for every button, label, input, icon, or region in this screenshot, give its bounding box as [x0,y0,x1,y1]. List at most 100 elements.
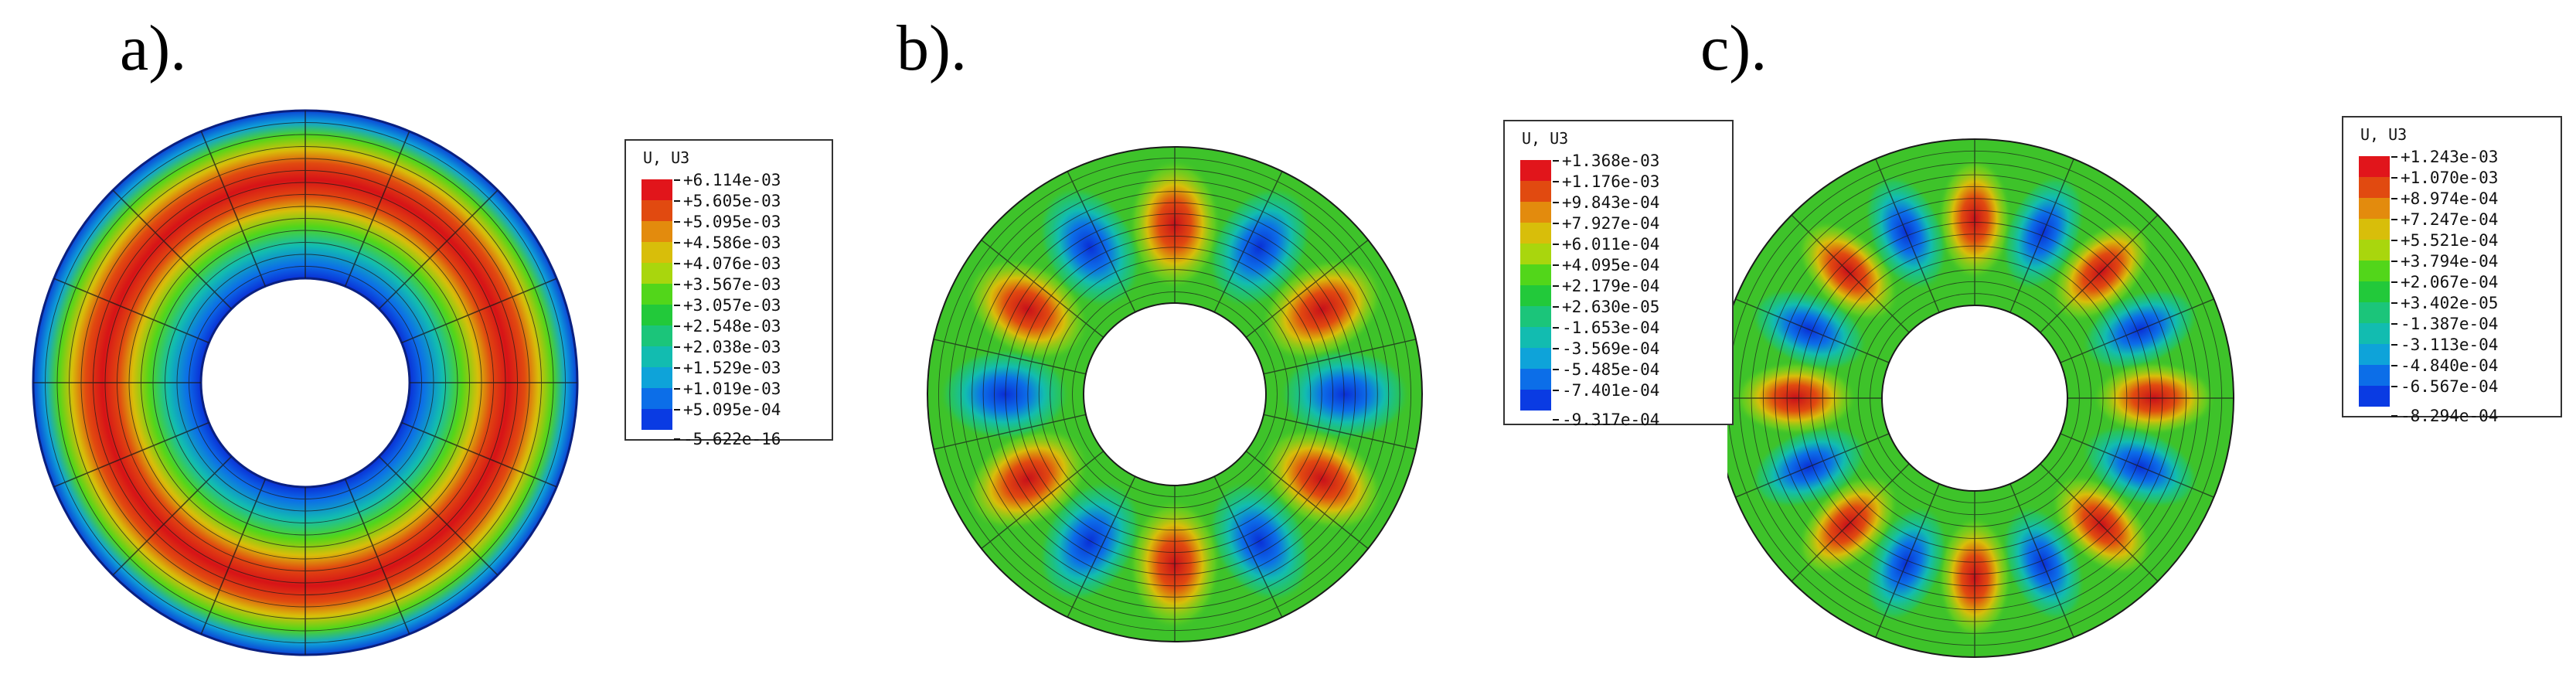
legend-value: +7.247e-04 [2401,210,2499,229]
legend-row: +2.038e-03 [641,338,781,367]
legend-title-b: U, U3 [1522,129,1569,148]
legend-row: +1.019e-03 [641,380,781,409]
legend-value: +5.605e-03 [683,191,781,210]
legend-value: -3.569e-04 [1562,339,1660,358]
legend-row: +3.794e-04 [2359,252,2498,281]
negative-displacement-lobe [939,348,1070,441]
legend-swatch [1520,223,1551,244]
legend-row: -4.840e-04 [2359,356,2498,386]
legend-row: +1.070e-03 [2359,169,2498,198]
panel-label-a: a). [120,12,187,84]
legend-swatch [2359,386,2390,407]
legend-swatch [641,305,672,325]
contour-plot-a [32,109,579,656]
negative-displacement-lobe [1207,480,1312,604]
legend-swatch [641,179,672,200]
negative-displacement-lobe [1037,480,1142,604]
legend-swatch [1520,285,1551,306]
legend-swatch [641,284,672,305]
legend-row: -3.569e-04 [1520,339,1659,369]
legend-swatch [641,242,672,263]
legend-row: +8.974e-04 [2359,189,2498,219]
legend-value: +8.974e-04 [2401,189,2499,208]
legend-swatch [2359,323,2390,344]
legend-swatch [641,388,672,409]
legend-swatch [1520,369,1551,390]
legend-swatch [641,409,672,430]
legend-swatch [2359,302,2390,323]
legend-value: +9.843e-04 [1562,192,1660,212]
legend-row: +6.114e-03 [641,171,781,200]
contour-plot-c [1700,138,2234,658]
negative-displacement-lobe [1279,348,1411,441]
legend-swatch [641,263,672,284]
positive-displacement-lobe [1261,427,1384,532]
positive-displacement-lobe [965,427,1089,532]
legend-title-a: U, U3 [643,148,690,167]
legend-row: +1.176e-03 [1520,172,1659,202]
legend-row: +1.243e-03 [2359,148,2498,177]
legend-value: -1.653e-04 [1562,318,1660,337]
legend-value: -4.840e-04 [2401,356,2499,375]
legend-value: +2.067e-04 [2401,272,2499,291]
legend-row: +5.605e-03 [641,192,781,221]
legend-value: +1.529e-03 [683,358,781,377]
legend-value: +3.057e-03 [683,295,781,315]
legend-value: -6.567e-04 [2401,376,2499,396]
legend-row: +5.095e-04 [641,400,781,430]
legend-c: U, U3 +1.243e-03 +1.070e-03 +8.974e-04 +7.2… [2342,116,2562,425]
legend-value: +1.368e-03 [1562,151,1660,170]
panel-label-b: b). [897,12,967,84]
legend-swatch [641,325,672,346]
legend-value: -1.387e-04 [2401,314,2499,333]
legend-value: -5.622e-16 [683,430,781,448]
legend-swatch [641,221,672,242]
legend-row: -5.622e-16 [641,430,781,448]
legend-row: +4.586e-03 [641,233,781,263]
legend-swatch [2359,219,2390,240]
legend-row: +2.548e-03 [641,317,781,346]
legend-value: -7.401e-04 [1562,380,1660,400]
legend-value: +5.095e-03 [683,212,781,231]
legend-value: +7.927e-04 [1562,213,1660,233]
legend-swatch [1520,202,1551,223]
legend-row: +5.521e-04 [2359,231,2498,261]
legend-value: -3.113e-04 [2401,335,2499,354]
legend-value: +4.095e-04 [1562,255,1660,274]
legend-swatch [641,346,672,367]
legend-swatch [1520,348,1551,369]
legend-value: -9.317e-04 [1562,411,1660,429]
legend-row: +1.529e-03 [641,359,781,388]
legend-swatch [1520,244,1551,264]
mesh-lines-c [1716,139,2234,657]
legend-row: +5.095e-03 [641,213,781,242]
negative-displacement-lobe [1207,185,1312,308]
legend-row: +4.076e-03 [641,254,781,284]
legend-swatch [1520,181,1551,202]
legend-row: +3.057e-03 [641,296,781,325]
contour-plot-b [927,146,1423,642]
legend-swatch [2359,365,2390,386]
legend-row: -1.653e-04 [1520,319,1659,348]
negative-displacement-lobe [1037,185,1142,308]
legend-row: +4.095e-04 [1520,256,1659,285]
legend-swatch [2359,261,2390,281]
legend-swatch [2359,240,2390,261]
legend-row: -5.485e-04 [1520,360,1659,390]
legend-row: +9.843e-04 [1520,193,1659,223]
legend-row: -9.317e-04 [1520,411,1659,429]
legend-value: +2.548e-03 [683,316,781,336]
legend-row: +2.630e-05 [1520,298,1659,327]
legend-row: +6.011e-04 [1520,235,1659,264]
legend-value: +6.011e-04 [1562,234,1660,254]
legend-value: +1.176e-03 [1562,172,1660,191]
legend-value: +6.114e-03 [683,170,781,189]
legend-value: +4.586e-03 [683,233,781,252]
legend-row: +7.247e-04 [2359,210,2498,240]
legend-value: +2.630e-05 [1562,297,1660,316]
positive-displacement-lobe [965,257,1089,362]
legend-value: +3.794e-04 [2401,251,2499,271]
legend-swatch [1520,390,1551,411]
legend-row: -6.567e-04 [2359,377,2498,407]
legend-value: +2.038e-03 [683,337,781,356]
